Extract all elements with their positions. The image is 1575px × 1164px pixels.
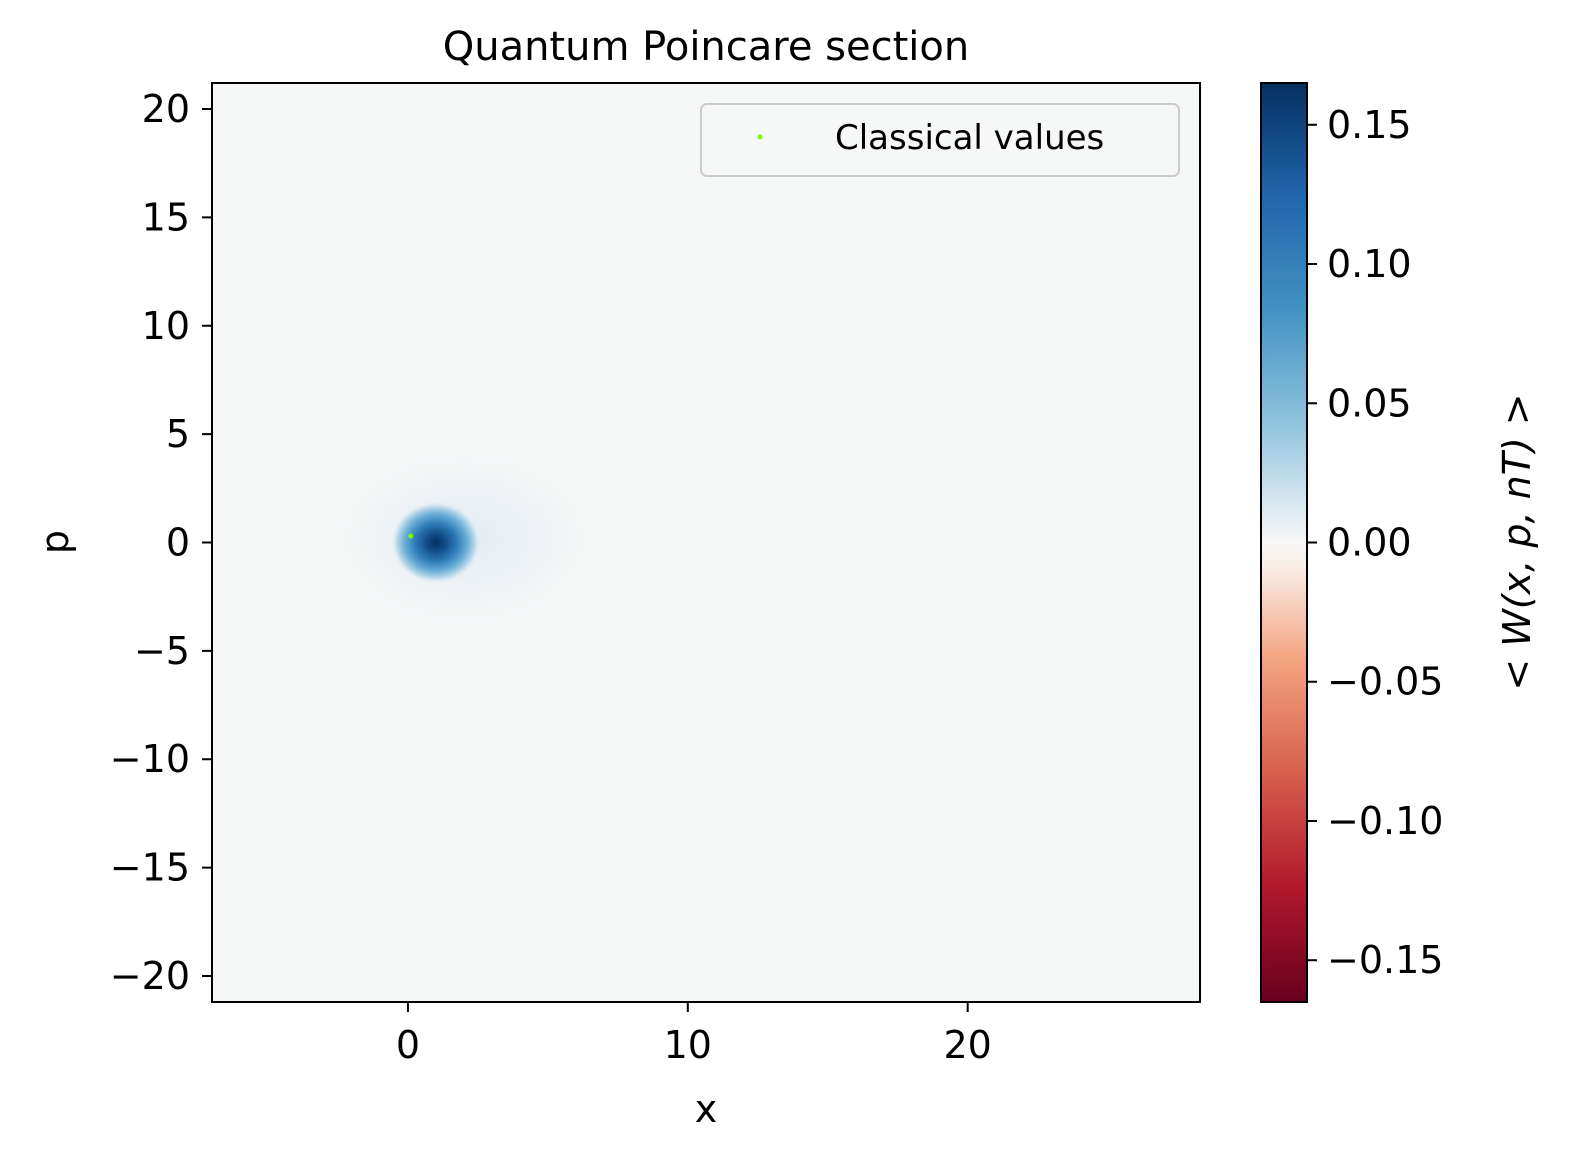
y-axis: 20 15 10 5 0 −5 −10 −15 −20	[110, 87, 212, 998]
y-tick-label: 20	[142, 87, 190, 131]
legend-label: Classical values	[835, 118, 1104, 158]
colorbar-label: < W(x, p, nT) >	[1495, 393, 1539, 690]
x-axis-label: x	[695, 1087, 718, 1131]
legend: Classical values	[700, 103, 1180, 177]
colorbar-tick-label: 0.15	[1327, 103, 1412, 147]
colorbar-tick-label: 0.00	[1327, 521, 1412, 565]
y-tick-label: −5	[134, 629, 190, 673]
colorbar-tick-label: −0.10	[1327, 799, 1443, 843]
legend-box	[700, 103, 1180, 177]
y-tick-label: 15	[142, 195, 190, 239]
wigner-peak	[389, 500, 482, 585]
classical-point	[408, 533, 414, 539]
x-tick-label: 10	[664, 1023, 712, 1067]
x-tick-label: 20	[944, 1023, 992, 1067]
y-tick-label: 0	[166, 521, 190, 565]
y-tick-label: −20	[110, 954, 190, 998]
chart-title: Quantum Poincare section	[443, 24, 970, 70]
colorbar-tick-label: −0.05	[1327, 660, 1443, 704]
legend-marker	[757, 134, 763, 140]
colorbar	[1260, 82, 1308, 1003]
colorbar-tick-label: 0.10	[1327, 242, 1412, 286]
y-axis-label: p	[33, 530, 77, 554]
heatmap-layer	[313, 438, 614, 639]
x-axis: 0 10 20	[396, 1002, 992, 1067]
y-tick-label: −15	[110, 846, 190, 890]
y-tick-label: 10	[142, 304, 190, 348]
x-tick-label: 0	[396, 1023, 420, 1067]
colorbar-tick-label: 0.05	[1327, 381, 1412, 425]
colorbar-axis: 0.15 0.10 0.05 0.00 −0.05 −0.10 −0.15	[1307, 103, 1443, 982]
scatter-layer	[408, 533, 414, 539]
y-tick-label: 5	[166, 412, 190, 456]
y-tick-label: −10	[110, 737, 190, 781]
colorbar-tick-label: −0.15	[1327, 938, 1443, 982]
